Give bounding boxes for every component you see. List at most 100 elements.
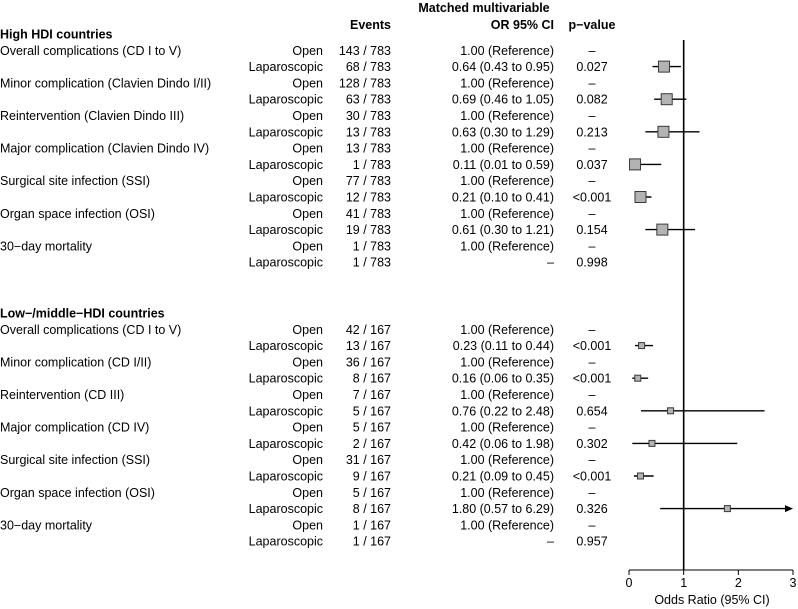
group-label: Laparoscopic bbox=[249, 470, 323, 484]
header-or-line2: OR 95% CI bbox=[491, 18, 554, 32]
header-events: Events bbox=[350, 18, 391, 32]
p-value: – bbox=[589, 453, 596, 467]
events-value: 9 / 167 bbox=[353, 470, 391, 484]
or-marker bbox=[657, 60, 670, 73]
p-value: 0.037 bbox=[576, 158, 607, 172]
p-value: 0.213 bbox=[576, 125, 607, 139]
outcome-label: Reintervention (Clavien Dindo III) bbox=[0, 109, 184, 123]
events-value: 5 / 167 bbox=[353, 486, 391, 500]
group-label: Open bbox=[292, 109, 323, 123]
group-label: Laparoscopic bbox=[249, 223, 323, 237]
group-label: Laparoscopic bbox=[249, 60, 323, 74]
group-label: Laparoscopic bbox=[249, 191, 323, 205]
events-value: 30 / 783 bbox=[346, 109, 391, 123]
events-value: 13 / 167 bbox=[346, 339, 391, 353]
outcome-label: Organ space infection (OSI) bbox=[0, 207, 155, 221]
group-label: Open bbox=[292, 453, 323, 467]
p-value: <0.001 bbox=[573, 470, 612, 484]
p-value: 0.027 bbox=[576, 60, 607, 74]
events-value: 8 / 167 bbox=[353, 372, 391, 386]
section-title: High HDI countries bbox=[0, 28, 113, 42]
events-value: 36 / 167 bbox=[346, 355, 391, 369]
x-tick-label: 1 bbox=[680, 576, 687, 590]
outcome-label: Surgical site infection (SSI) bbox=[0, 453, 150, 467]
p-value: – bbox=[589, 421, 596, 435]
or-ci-value: – bbox=[547, 256, 554, 270]
outcome-label: Major complication (Clavien Dindo IV) bbox=[0, 142, 209, 156]
or-ci-value: 1.00 (Reference) bbox=[460, 388, 554, 402]
or-ci-value: – bbox=[547, 535, 554, 549]
p-value: <0.001 bbox=[573, 372, 612, 386]
p-value: 0.957 bbox=[576, 535, 607, 549]
p-value: – bbox=[589, 76, 596, 90]
or-ci-value: 0.63 (0.30 to 1.29) bbox=[452, 125, 554, 139]
p-value: 0.082 bbox=[576, 93, 607, 107]
group-label: Open bbox=[292, 207, 323, 221]
or-ci-value: 0.23 (0.11 to 0.44) bbox=[453, 339, 554, 353]
or-ci-value: 1.00 (Reference) bbox=[460, 355, 554, 369]
p-value: <0.001 bbox=[573, 191, 612, 205]
group-label: Open bbox=[292, 142, 323, 156]
events-value: 128 / 783 bbox=[339, 76, 391, 90]
or-ci-value: 1.80 (0.57 to 6.29) bbox=[452, 502, 554, 516]
p-value: <0.001 bbox=[573, 339, 612, 353]
group-label: Open bbox=[292, 174, 323, 188]
or-ci-value: 1.00 (Reference) bbox=[460, 109, 554, 123]
or-marker bbox=[629, 158, 642, 171]
group-label: Laparoscopic bbox=[249, 256, 323, 270]
or-ci-value: 0.21 (0.10 to 0.41) bbox=[452, 191, 554, 205]
or-ci-value: 0.11 (0.01 to 0.59) bbox=[453, 158, 554, 172]
or-marker bbox=[656, 223, 669, 236]
p-value: – bbox=[589, 239, 596, 253]
group-label: Laparoscopic bbox=[249, 93, 323, 107]
group-label: Laparoscopic bbox=[249, 535, 323, 549]
events-value: 12 / 783 bbox=[346, 191, 391, 205]
group-label: Open bbox=[292, 388, 323, 402]
or-marker bbox=[634, 374, 642, 382]
group-label: Open bbox=[292, 421, 323, 435]
outcome-label: Overall complications (CD I to V) bbox=[0, 323, 181, 337]
x-axis: 0 1 2 3 bbox=[626, 569, 797, 590]
group-label: Open bbox=[292, 355, 323, 369]
group-label: Laparoscopic bbox=[249, 372, 323, 386]
p-value: – bbox=[589, 486, 596, 500]
or-marker bbox=[667, 407, 675, 415]
events-value: 1 / 783 bbox=[353, 239, 391, 253]
p-value: 0.302 bbox=[576, 437, 607, 451]
x-tick-label: 0 bbox=[626, 576, 633, 590]
or-marker bbox=[723, 505, 731, 513]
events-value: 63 / 783 bbox=[346, 93, 391, 107]
p-value: – bbox=[589, 44, 596, 58]
or-ci-value: 0.16 (0.06 to 0.35) bbox=[452, 372, 554, 386]
or-marker bbox=[634, 191, 647, 203]
events-value: 77 / 783 bbox=[346, 174, 391, 188]
group-label: Open bbox=[292, 76, 323, 90]
group-label: Open bbox=[292, 518, 323, 532]
group-label: Open bbox=[292, 44, 323, 58]
or-marker bbox=[657, 125, 670, 138]
p-value: – bbox=[589, 207, 596, 221]
events-value: 5 / 167 bbox=[353, 404, 391, 418]
section-title: Low−/middle−HDI countries bbox=[0, 307, 165, 321]
events-value: 68 / 783 bbox=[346, 60, 391, 74]
p-value: 0.998 bbox=[576, 256, 607, 270]
outcome-label: 30−day mortality bbox=[0, 518, 93, 532]
events-value: 31 / 167 bbox=[346, 453, 391, 467]
events-value: 7 / 167 bbox=[353, 388, 391, 402]
or-ci-value: 1.00 (Reference) bbox=[460, 453, 554, 467]
events-value: 1 / 783 bbox=[353, 158, 391, 172]
or-ci-value: 1.00 (Reference) bbox=[460, 44, 554, 58]
or-ci-value: 1.00 (Reference) bbox=[460, 142, 554, 156]
group-label: Laparoscopic bbox=[249, 158, 323, 172]
group-label: Open bbox=[292, 486, 323, 500]
or-ci-value: 1.00 (Reference) bbox=[460, 486, 554, 500]
p-value: – bbox=[589, 174, 596, 188]
or-marker bbox=[636, 472, 644, 480]
or-ci-value: 0.21 (0.09 to 0.45) bbox=[452, 470, 554, 484]
or-ci-value: 1.00 (Reference) bbox=[460, 239, 554, 253]
outcome-label: Minor complication (Clavien Dindo I/II) bbox=[0, 76, 211, 90]
events-value: 13 / 783 bbox=[346, 142, 391, 156]
events-value: 8 / 167 bbox=[353, 502, 391, 516]
p-value: – bbox=[589, 323, 596, 337]
